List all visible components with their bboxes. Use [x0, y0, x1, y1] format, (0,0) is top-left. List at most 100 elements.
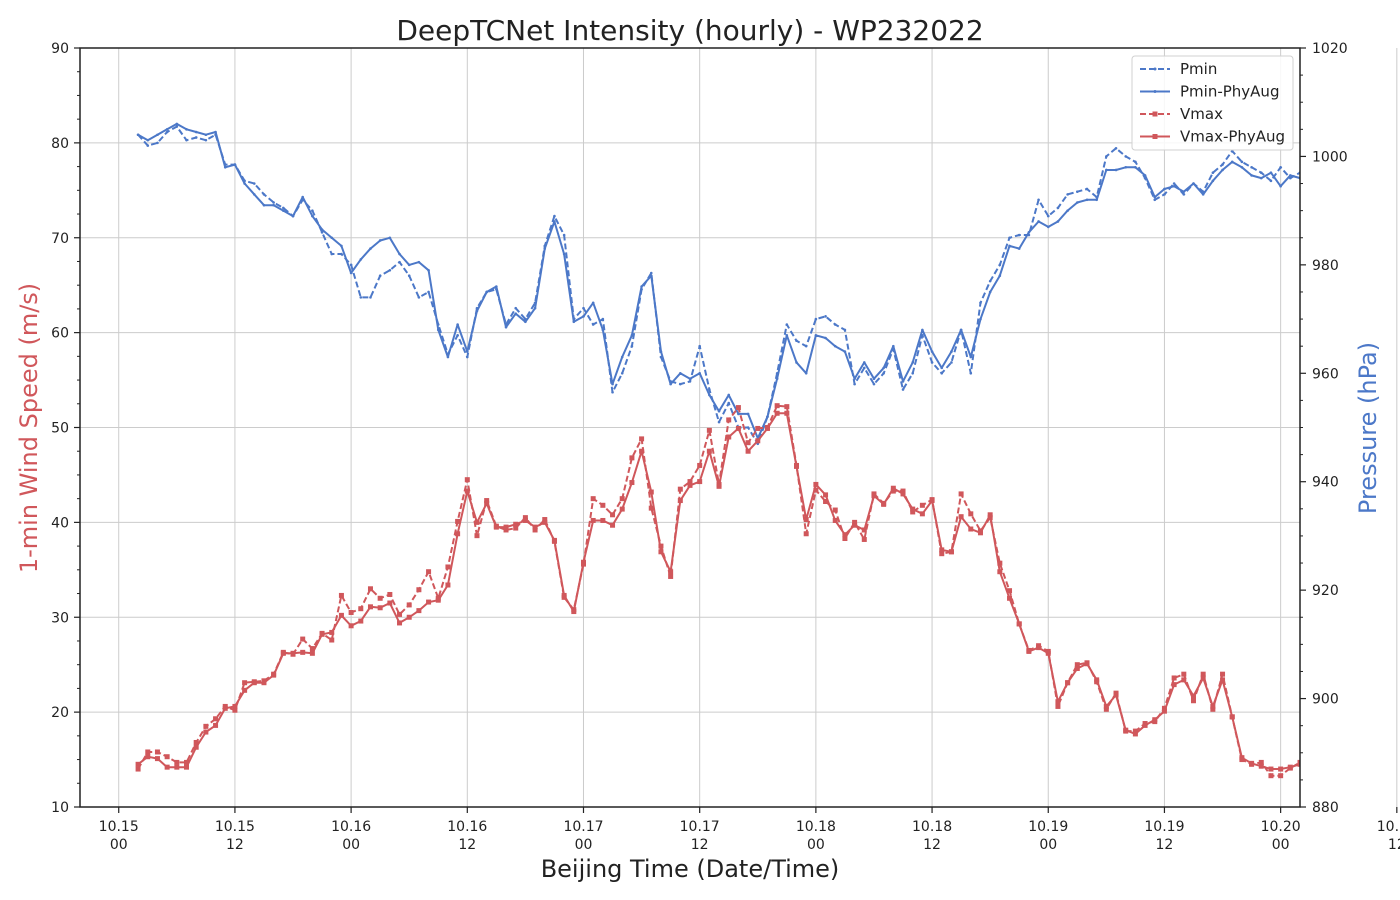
data-point	[416, 587, 422, 593]
data-point	[1386, 139, 1389, 142]
data-point	[378, 239, 382, 242]
data-point	[1337, 144, 1340, 147]
data-point	[146, 138, 150, 142]
data-point	[582, 306, 585, 310]
data-point	[426, 569, 432, 575]
data-point	[272, 203, 275, 207]
data-point	[223, 165, 227, 169]
data-point	[1365, 784, 1370, 789]
data-point	[503, 527, 509, 533]
data-point	[833, 344, 837, 348]
data-point	[1036, 645, 1042, 651]
data-point	[901, 388, 905, 391]
data-point	[716, 483, 722, 489]
data-point	[1066, 209, 1069, 212]
data-point	[648, 505, 654, 511]
data-point	[803, 531, 809, 537]
data-point	[1357, 133, 1360, 136]
data-point	[843, 350, 847, 353]
data-point	[630, 334, 634, 337]
data-point	[1375, 794, 1380, 799]
x-tick-time: 00	[1039, 837, 1057, 853]
data-point	[194, 130, 198, 134]
data-point	[823, 499, 829, 505]
data-point	[1327, 740, 1332, 745]
x-tick-date: 10.17	[680, 819, 720, 835]
data-point	[369, 247, 372, 250]
series-layer	[135, 122, 1389, 799]
data-point	[562, 252, 566, 256]
data-point	[958, 514, 964, 520]
data-point	[804, 371, 808, 375]
data-point	[833, 323, 837, 326]
data-point	[726, 434, 732, 440]
data-point	[1376, 136, 1379, 139]
data-point	[475, 309, 479, 313]
data-point	[979, 301, 982, 305]
x-tick-time: 00	[110, 837, 128, 853]
data-point	[349, 271, 353, 275]
data-point	[1124, 165, 1128, 169]
data-point	[1375, 794, 1380, 799]
data-point	[1308, 158, 1311, 161]
data-point	[185, 138, 188, 142]
data-point	[1356, 766, 1361, 771]
data-point	[252, 193, 256, 196]
data-point	[272, 201, 275, 204]
data-point	[329, 637, 335, 643]
data-point	[1171, 682, 1177, 688]
data-point	[649, 274, 653, 278]
data-point	[600, 502, 606, 508]
data-point	[620, 355, 624, 359]
data-point	[619, 496, 625, 502]
left-tick-label: 10	[51, 800, 69, 816]
data-point	[969, 371, 973, 375]
grid-lines	[80, 47, 1398, 808]
data-point	[1269, 179, 1273, 183]
x-tick-time: 00	[1272, 837, 1290, 853]
data-point	[1152, 717, 1158, 723]
data-point	[735, 405, 741, 411]
data-point	[843, 328, 847, 332]
data-point	[687, 482, 693, 488]
data-point	[407, 274, 411, 278]
x-tick-time: 12	[691, 837, 709, 853]
data-point	[745, 448, 751, 454]
data-point	[136, 133, 140, 137]
data-point	[948, 549, 954, 555]
left-tick-label: 30	[51, 610, 69, 626]
data-point	[156, 133, 159, 137]
data-point	[1017, 247, 1021, 250]
data-point	[1143, 174, 1147, 177]
x-tick-time: 00	[342, 837, 360, 853]
right-tick-label: 920	[1312, 583, 1339, 599]
data-point	[813, 487, 819, 493]
data-point	[977, 530, 983, 536]
data-point	[1134, 160, 1137, 164]
data-point	[775, 377, 779, 381]
data-point	[853, 377, 856, 381]
data-point	[174, 764, 180, 770]
data-point	[890, 485, 896, 491]
data-point	[165, 130, 169, 134]
data-point	[590, 517, 596, 523]
data-point	[919, 511, 925, 517]
data-point	[338, 592, 344, 598]
data-point	[882, 371, 885, 375]
data-point	[620, 371, 624, 375]
x-tick-date: 10.20	[1261, 819, 1301, 835]
data-point	[135, 761, 141, 767]
data-point	[532, 524, 538, 530]
data-point	[910, 509, 916, 515]
data-point	[1336, 749, 1341, 754]
data-point	[930, 350, 934, 353]
data-point	[524, 320, 527, 324]
data-point	[262, 193, 266, 196]
data-point	[378, 274, 382, 278]
data-point	[330, 252, 334, 256]
data-point	[1065, 680, 1071, 686]
data-point	[940, 366, 944, 370]
data-point	[514, 312, 518, 315]
right-tick-label: 1020	[1312, 41, 1348, 57]
data-point	[1307, 754, 1312, 759]
